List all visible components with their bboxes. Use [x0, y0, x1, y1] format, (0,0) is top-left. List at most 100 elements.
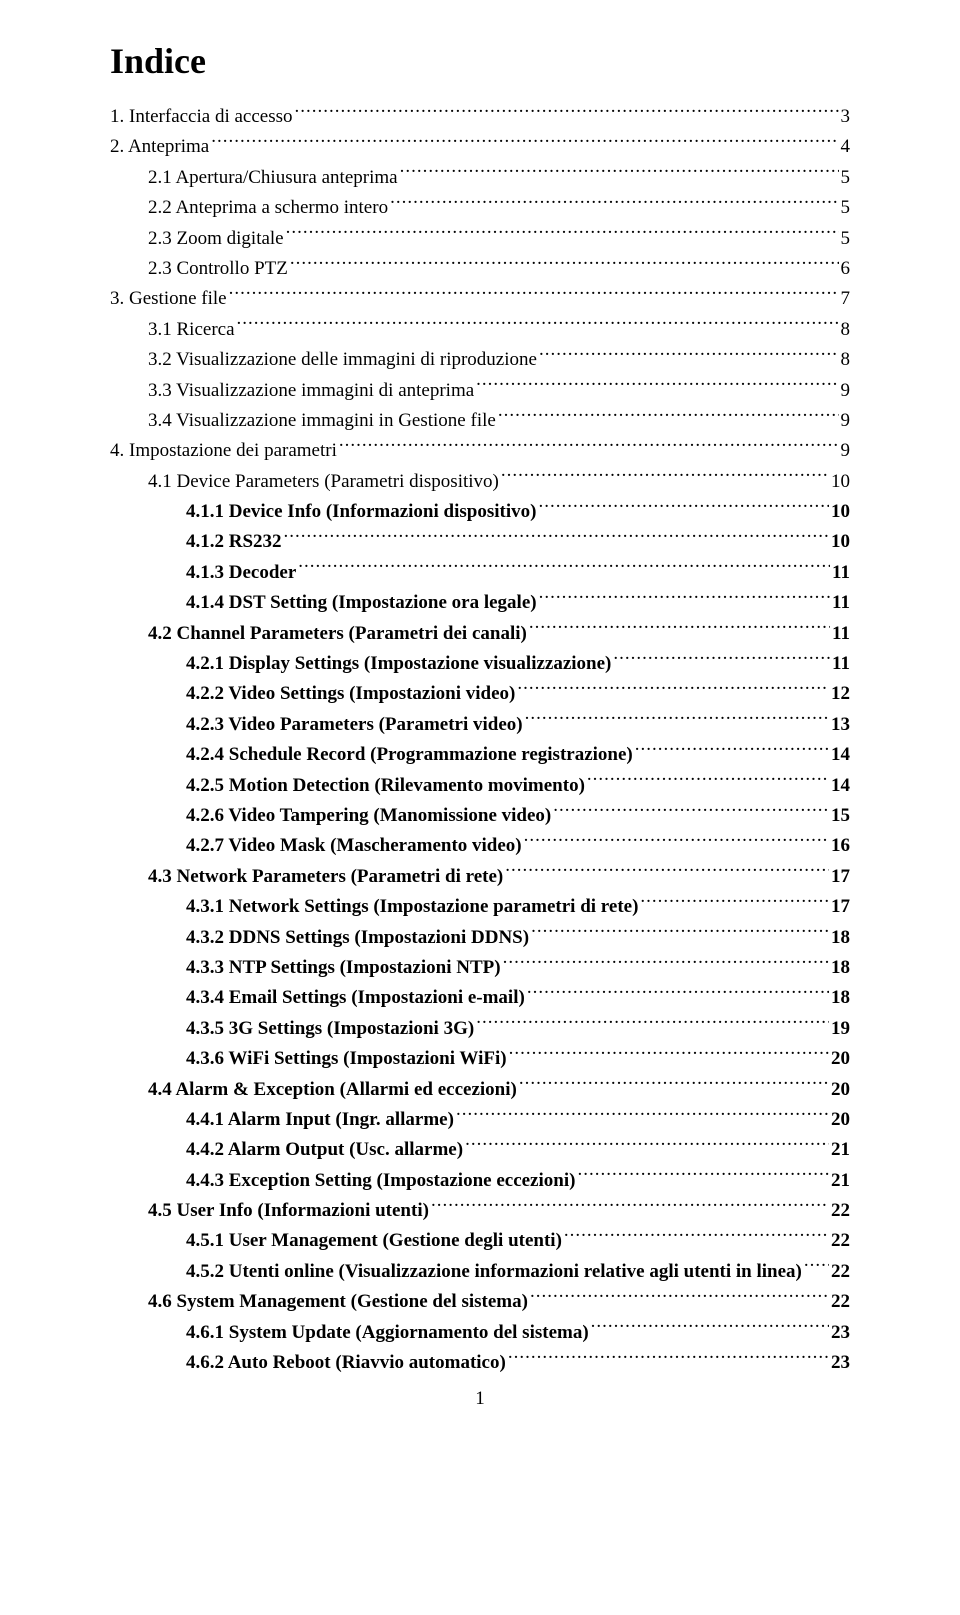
toc-leader-dots	[640, 893, 829, 912]
toc-entry[interactable]: 3.1 Ricerca8	[110, 315, 850, 345]
toc-leader-dots	[531, 924, 829, 943]
toc-entry[interactable]: 3. Gestione file7	[110, 284, 850, 314]
toc-entry-page: 18	[831, 923, 850, 953]
toc-entry[interactable]: 4.1 Device Parameters (Parametri disposi…	[110, 467, 850, 497]
toc-entry[interactable]: 4.1.3 Decoder11	[110, 558, 850, 588]
toc-leader-dots	[635, 741, 829, 760]
toc-entry-label: 4.2.2 Video Settings (Impostazioni video…	[186, 679, 515, 709]
toc-entry[interactable]: 4.1.1 Device Info (Informazioni disposit…	[110, 497, 850, 527]
toc-entry-page: 21	[831, 1166, 850, 1196]
toc-entry-page: 13	[831, 710, 850, 740]
toc-entry[interactable]: 1. Interfaccia di accesso3	[110, 102, 850, 132]
toc-entry[interactable]: 4.2.6 Video Tampering (Manomissione vide…	[110, 801, 850, 831]
toc-entry[interactable]: 4.2.7 Video Mask (Mascheramento video)16	[110, 831, 850, 861]
toc-entry-page: 5	[841, 163, 851, 193]
toc-entry-page: 11	[832, 558, 850, 588]
toc-leader-dots	[509, 1045, 829, 1064]
toc-entry-label: 4.5.2 Utenti online (Visualizzazione inf…	[186, 1257, 802, 1287]
toc-entry-label: 1. Interfaccia di accesso	[110, 102, 293, 132]
toc-leader-dots	[400, 164, 839, 183]
toc-entry-label: 4.5 User Info (Informazioni utenti)	[148, 1196, 429, 1226]
toc-entry[interactable]: 4.4.3 Exception Setting (Impostazione ec…	[110, 1166, 850, 1196]
toc-entry-page: 7	[841, 284, 851, 314]
page-title: Indice	[110, 40, 850, 82]
toc-entry[interactable]: 2.1 Apertura/Chiusura anteprima5	[110, 163, 850, 193]
toc-entry[interactable]: 4.5.1 User Management (Gestione degli ut…	[110, 1226, 850, 1256]
toc-entry-label: 4.1.1 Device Info (Informazioni disposit…	[186, 497, 536, 527]
toc-entry[interactable]: 3.4 Visualizzazione immagini in Gestione…	[110, 406, 850, 436]
toc-entry[interactable]: 4.6 System Management (Gestione del sist…	[110, 1287, 850, 1317]
toc-entry-label: 4.2.3 Video Parameters (Parametri video)	[186, 710, 523, 740]
toc-entry[interactable]: 4.4 Alarm & Exception (Allarmi ed eccezi…	[110, 1075, 850, 1105]
toc-entry[interactable]: 4.3.5 3G Settings (Impostazioni 3G)19	[110, 1014, 850, 1044]
toc-entry[interactable]: 2.2 Anteprima a schermo intero5	[110, 193, 850, 223]
toc-entry-page: 15	[831, 801, 850, 831]
toc-entry-label: 4.4.3 Exception Setting (Impostazione ec…	[186, 1166, 575, 1196]
toc-entry[interactable]: 4.2.5 Motion Detection (Rilevamento movi…	[110, 771, 850, 801]
toc-entry[interactable]: 4. Impostazione dei parametri9	[110, 436, 850, 466]
toc-entry-page: 20	[831, 1075, 850, 1105]
toc-entry[interactable]: 4.4.1 Alarm Input (Ingr. allarme)20	[110, 1105, 850, 1135]
toc-entry-page: 23	[831, 1318, 850, 1348]
toc-entry[interactable]: 4.5 User Info (Informazioni utenti)22	[110, 1196, 850, 1226]
toc-leader-dots	[501, 468, 829, 487]
toc-leader-dots	[539, 346, 839, 365]
toc-entry-page: 9	[841, 406, 851, 436]
toc-leader-dots	[539, 589, 830, 608]
toc-leader-dots	[286, 225, 839, 244]
toc-entry-label: 4.1.4 DST Setting (Impostazione ora lega…	[186, 588, 537, 618]
toc-leader-dots	[476, 1015, 829, 1034]
toc-leader-dots	[524, 832, 829, 851]
toc-entry[interactable]: 4.3.6 WiFi Settings (Impostazioni WiFi)2…	[110, 1044, 850, 1074]
toc-entry[interactable]: 2.3 Zoom digitale5	[110, 224, 850, 254]
toc-entry-page: 20	[831, 1105, 850, 1135]
toc-entry[interactable]: 2. Anteprima4	[110, 132, 850, 162]
toc-entry-label: 4.6 System Management (Gestione del sist…	[148, 1287, 528, 1317]
toc-leader-dots	[476, 377, 838, 396]
toc-entry[interactable]: 4.6.1 System Update (Aggiornamento del s…	[110, 1318, 850, 1348]
toc-entry[interactable]: 4.5.2 Utenti online (Visualizzazione inf…	[110, 1257, 850, 1287]
toc-entry[interactable]: 4.6.2 Auto Reboot (Riavvio automatico)23	[110, 1348, 850, 1378]
toc-entry[interactable]: 4.1.4 DST Setting (Impostazione ora lega…	[110, 588, 850, 618]
toc-entry-page: 21	[831, 1135, 850, 1165]
toc-entry-page: 6	[841, 254, 851, 284]
toc-entry[interactable]: 3.2 Visualizzazione delle immagini di ri…	[110, 345, 850, 375]
toc-entry-page: 14	[831, 771, 850, 801]
toc-entry-page: 22	[831, 1226, 850, 1256]
toc-leader-dots	[465, 1136, 829, 1155]
toc-leader-dots	[498, 407, 839, 426]
toc-entry-page: 14	[831, 740, 850, 770]
toc-entry-page: 18	[831, 983, 850, 1013]
toc-entry[interactable]: 2.3 Controllo PTZ 6	[110, 254, 850, 284]
toc-entry-label: 3.2 Visualizzazione delle immagini di ri…	[148, 345, 537, 375]
toc-leader-dots	[508, 1349, 829, 1368]
toc-entry-label: 4.1.2 RS232	[186, 527, 282, 557]
toc-entry-page: 10	[831, 497, 850, 527]
toc-leader-dots	[529, 620, 830, 639]
toc-entry-label: 2. Anteprima	[110, 132, 209, 162]
toc-leader-dots	[503, 954, 829, 973]
toc-entry[interactable]: 4.1.2 RS23210	[110, 527, 850, 557]
toc-entry[interactable]: 4.3 Network Parameters (Parametri di ret…	[110, 862, 850, 892]
toc-entry-label: 4.5.1 User Management (Gestione degli ut…	[186, 1226, 562, 1256]
toc-entry[interactable]: 4.2.3 Video Parameters (Parametri video)…	[110, 710, 850, 740]
toc-entry-page: 10	[831, 467, 850, 497]
toc-entry[interactable]: 3.3 Visualizzazione immagini di anteprim…	[110, 376, 850, 406]
toc-entry[interactable]: 4.3.3 NTP Settings (Impostazioni NTP)18	[110, 953, 850, 983]
toc-entry-label: 4. Impostazione dei parametri	[110, 436, 337, 466]
toc-entry[interactable]: 4.2.2 Video Settings (Impostazioni video…	[110, 679, 850, 709]
toc-entry[interactable]: 4.3.1 Network Settings (Impostazione par…	[110, 892, 850, 922]
toc-entry-label: 4.6.2 Auto Reboot (Riavvio automatico)	[186, 1348, 506, 1378]
toc-entry-page: 20	[831, 1044, 850, 1074]
toc-entry-label: 2.3 Controllo PTZ	[148, 254, 288, 284]
toc-leader-dots	[295, 103, 839, 122]
toc-entry-label: 4.2.4 Schedule Record (Programmazione re…	[186, 740, 633, 770]
toc-entry[interactable]: 4.4.2 Alarm Output (Usc. allarme)21	[110, 1135, 850, 1165]
toc-entry[interactable]: 4.3.2 DDNS Settings (Impostazioni DDNS)1…	[110, 923, 850, 953]
toc-entry[interactable]: 4.2.4 Schedule Record (Programmazione re…	[110, 740, 850, 770]
toc-entry-page: 11	[832, 649, 850, 679]
toc-entry[interactable]: 4.3.4 Email Settings (Impostazioni e-mai…	[110, 983, 850, 1013]
toc-entry[interactable]: 4.2 Channel Parameters (Parametri dei ca…	[110, 619, 850, 649]
toc-entry[interactable]: 4.2.1 Display Settings (Impostazione vis…	[110, 649, 850, 679]
toc-leader-dots	[530, 1288, 829, 1307]
